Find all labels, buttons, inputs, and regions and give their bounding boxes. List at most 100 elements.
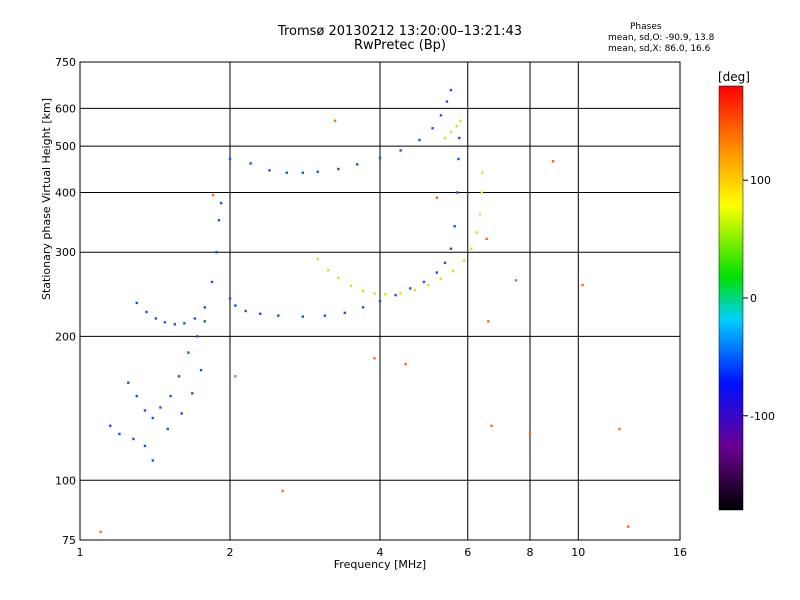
data-point xyxy=(191,392,194,395)
data-point xyxy=(210,280,214,284)
data-point xyxy=(475,231,478,234)
data-point xyxy=(323,314,327,317)
data-point xyxy=(173,323,177,326)
data-point xyxy=(135,301,138,305)
data-point xyxy=(301,315,305,318)
data-point xyxy=(581,283,584,287)
data-point xyxy=(449,247,453,250)
data-point xyxy=(143,444,147,448)
data-point xyxy=(215,251,218,254)
data-point xyxy=(435,196,438,199)
data-point xyxy=(373,292,376,295)
data-point xyxy=(462,259,466,262)
data-point xyxy=(528,432,532,436)
data-point xyxy=(458,136,461,140)
data-point xyxy=(163,321,167,324)
data-point xyxy=(301,171,305,174)
data-point xyxy=(443,136,447,140)
data-point xyxy=(145,310,148,314)
data-point xyxy=(343,311,347,315)
data-point xyxy=(478,213,482,216)
data-point xyxy=(453,225,456,228)
data-point xyxy=(259,312,262,315)
data-point xyxy=(183,322,186,325)
data-point xyxy=(180,412,183,415)
x-tick-label: 6 xyxy=(464,546,471,559)
data-point xyxy=(435,271,438,274)
data-point xyxy=(316,170,319,173)
data-point xyxy=(228,157,232,161)
data-point xyxy=(135,394,138,398)
data-point xyxy=(203,306,206,309)
data-point xyxy=(199,368,203,372)
data-point xyxy=(316,258,319,261)
y-tick-label: 75 xyxy=(62,534,76,547)
phase-stats-heading: Phases xyxy=(630,22,662,32)
chart-subtitle: RwPretec (Bp) xyxy=(353,38,447,53)
data-point xyxy=(154,317,158,320)
data-point xyxy=(151,416,155,420)
data-points xyxy=(99,88,630,534)
data-point xyxy=(422,280,426,284)
colorbar-ticks: 100 0 -100 xyxy=(743,174,775,423)
data-point xyxy=(277,314,280,317)
data-point xyxy=(439,114,443,117)
data-point xyxy=(551,160,555,163)
colorbar-tick-label: -100 xyxy=(750,410,775,423)
data-point xyxy=(459,119,462,123)
data-point xyxy=(234,304,237,307)
data-point xyxy=(490,424,493,428)
data-point xyxy=(187,351,190,354)
y-tick-label: 300 xyxy=(55,246,76,259)
data-point xyxy=(384,293,387,296)
data-point xyxy=(349,284,353,288)
data-point xyxy=(281,489,284,493)
data-point xyxy=(143,409,147,412)
colorbar-unit-label: [deg] xyxy=(718,70,750,84)
data-point xyxy=(480,191,483,194)
data-point xyxy=(285,171,288,174)
data-point xyxy=(132,437,135,441)
data-point xyxy=(99,530,102,534)
y-tick-label: 500 xyxy=(55,140,76,153)
data-point xyxy=(409,287,412,290)
data-point xyxy=(327,269,330,272)
x-tick-label: 1 xyxy=(77,546,84,559)
data-point xyxy=(151,459,155,462)
colorbar xyxy=(718,85,744,511)
data-point xyxy=(211,193,215,197)
phase-stats-o-mode: mean, sd,O: -90.9, 13.8 xyxy=(608,33,715,43)
data-point xyxy=(166,427,169,431)
data-point xyxy=(244,309,247,313)
grid-lines xyxy=(80,62,680,540)
plot-frame xyxy=(79,61,681,541)
data-point xyxy=(481,171,484,174)
data-point xyxy=(451,269,455,273)
data-point xyxy=(127,381,130,384)
x-tick-label: 10 xyxy=(571,546,585,559)
data-point xyxy=(373,357,376,360)
data-point xyxy=(219,201,223,205)
data-point xyxy=(514,279,518,282)
x-tick-label: 8 xyxy=(527,546,534,559)
data-point xyxy=(404,362,407,366)
data-point xyxy=(443,261,447,265)
data-point xyxy=(487,320,490,323)
data-point xyxy=(169,394,172,398)
y-tick-label: 200 xyxy=(55,330,76,343)
data-point xyxy=(355,163,359,166)
y-tick-label: 600 xyxy=(55,102,76,115)
data-point xyxy=(193,317,197,320)
data-point xyxy=(337,276,340,280)
data-point xyxy=(118,432,121,436)
y-axis-ticks: 75 100 200 300 400 500 600 750 xyxy=(55,56,76,547)
x-axis-label: Frequency [MHz] xyxy=(333,558,427,571)
data-point xyxy=(268,169,271,172)
data-point xyxy=(439,277,443,280)
x-tick-label: 16 xyxy=(673,546,687,559)
data-point xyxy=(470,247,473,250)
data-point xyxy=(456,191,459,194)
data-point xyxy=(394,293,397,297)
data-point xyxy=(627,525,630,528)
